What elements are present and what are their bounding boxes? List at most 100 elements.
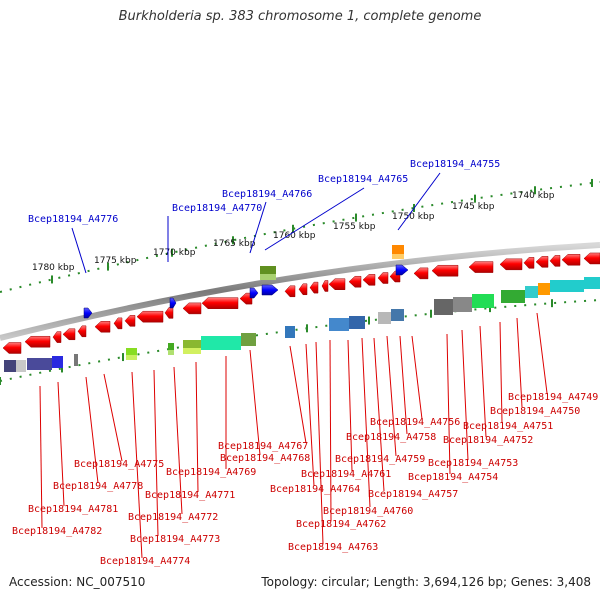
callout-line xyxy=(264,187,365,251)
forward-gene-arrow xyxy=(499,258,523,271)
reverse-genes xyxy=(83,264,409,319)
top-callout-lines xyxy=(71,172,441,274)
category-box xyxy=(538,283,550,295)
bottom-gene-label: Bcep18194_A4753 xyxy=(428,458,518,469)
bottom-gene-label: Bcep18194_A4751 xyxy=(463,421,553,432)
top-gene-labels: Bcep18194_A4776 Bcep18194_A4770 Bcep18194_… xyxy=(28,159,500,225)
forward-gene-arrow xyxy=(309,281,319,294)
bottom-gene-label: Bcep18194_A4781 xyxy=(28,504,118,515)
callout-line xyxy=(446,333,451,475)
category-box xyxy=(74,354,78,366)
reverse-gene-arrow xyxy=(83,307,93,319)
callout-line xyxy=(249,349,261,456)
callout-line xyxy=(329,339,332,522)
reverse-gene-arrow xyxy=(249,287,259,299)
category-box xyxy=(391,309,404,321)
callout-line xyxy=(397,172,441,231)
forward-gene-arrow xyxy=(94,321,111,333)
forward-gene-arrow xyxy=(362,274,376,286)
forward-gene-arrow xyxy=(77,325,87,338)
outer-scale-ticks xyxy=(51,178,593,284)
forward-gene-arrow xyxy=(561,254,581,266)
category-box xyxy=(584,277,600,289)
forward-gene-arrow xyxy=(239,292,253,305)
bottom-gene-label: Bcep18194_A4767 xyxy=(218,441,308,452)
callout-line xyxy=(479,325,487,438)
bottom-gene-label: Bcep18194_A4760 xyxy=(323,506,413,517)
forward-gene-arrow xyxy=(328,278,346,290)
category-box xyxy=(260,274,276,280)
scale-labels: 1780 kbp 1775 kbp 1770 kbp 1765 kbp 1760 kbp… xyxy=(32,191,555,273)
bottom-gene-label: Bcep18194_A4750 xyxy=(490,406,580,417)
callout-line xyxy=(361,337,371,508)
inner-scale-ticks xyxy=(0,299,553,385)
category-box xyxy=(525,286,538,298)
category-box xyxy=(392,245,404,254)
category-box xyxy=(434,299,453,315)
top-gene-label: Bcep18194_A4755 xyxy=(410,159,500,170)
bottom-gene-label: Bcep18194_A4764 xyxy=(270,484,360,495)
cog-category-boxes xyxy=(4,245,600,372)
scale-label: 1740 kbp xyxy=(512,191,555,201)
forward-gene-arrow xyxy=(413,267,429,280)
callout-line xyxy=(71,227,87,274)
category-box xyxy=(168,343,174,350)
scale-label: 1770 kbp xyxy=(153,248,196,258)
top-gene-label: Bcep18194_A4776 xyxy=(28,214,118,225)
callout-line xyxy=(347,339,353,472)
callout-line xyxy=(85,376,99,484)
bottom-gene-label: Bcep18194_A4754 xyxy=(408,472,498,483)
reverse-gene-arrow xyxy=(261,284,279,296)
callout-line xyxy=(39,385,43,529)
callout-line xyxy=(516,317,523,408)
callout-line xyxy=(399,335,408,435)
callout-line xyxy=(499,321,503,423)
bottom-gene-label: Bcep18194_A4752 xyxy=(443,435,533,446)
callout-line xyxy=(386,335,397,457)
bottom-gene-label: Bcep18194_A4775 xyxy=(74,459,164,470)
bottom-gene-label: Bcep18194_A4771 xyxy=(145,490,235,501)
category-box xyxy=(453,297,472,312)
category-box xyxy=(472,294,494,308)
forward-gene-arrow xyxy=(535,256,549,268)
bottom-gene-label: Bcep18194_A4758 xyxy=(346,432,436,443)
category-box xyxy=(260,266,276,274)
category-box xyxy=(16,360,26,372)
forward-gene-arrow xyxy=(348,275,362,288)
category-box xyxy=(550,280,584,292)
forward-gene-arrow xyxy=(377,272,389,284)
bottom-gene-label: Bcep18194_A4769 xyxy=(166,467,256,478)
bottom-gene-label: Bcep18194_A4774 xyxy=(100,556,190,567)
reverse-gene-arrow xyxy=(169,297,177,309)
category-box xyxy=(183,340,201,348)
forward-gene-arrow xyxy=(321,280,329,292)
category-box xyxy=(501,290,525,303)
callout-line xyxy=(249,201,267,254)
bottom-gene-label: Bcep18194_A4772 xyxy=(128,512,218,523)
scale-label: 1765 kbp xyxy=(213,239,256,249)
forward-gene-arrow xyxy=(468,261,494,273)
top-gene-label: Bcep18194_A4770 xyxy=(172,203,262,214)
forward-gene-arrow xyxy=(2,342,22,354)
accession-text: Accession: NC_007510 xyxy=(9,575,146,589)
scale-label: 1760 kbp xyxy=(273,231,316,241)
category-box xyxy=(168,350,174,355)
callout-line xyxy=(103,373,123,462)
callout-line xyxy=(373,337,385,492)
scale-label: 1775 kbp xyxy=(94,256,137,266)
category-box xyxy=(126,355,137,360)
forward-gene-arrow xyxy=(62,328,76,341)
scale-label: 1745 kbp xyxy=(452,202,495,212)
category-box xyxy=(126,348,137,355)
forward-gene-arrow xyxy=(284,285,296,298)
forward-gene-arrow xyxy=(549,255,561,267)
bottom-gene-label: Bcep18194_A4768 xyxy=(220,453,310,464)
category-box xyxy=(349,316,365,329)
callout-line xyxy=(461,329,469,461)
forward-gene-arrow xyxy=(298,283,308,296)
category-box xyxy=(201,336,241,350)
bottom-gene-label: Bcep18194_A4757 xyxy=(368,489,458,500)
callout-line xyxy=(173,366,183,515)
reverse-gene-arrow xyxy=(395,264,409,276)
forward-gene-arrow xyxy=(182,302,202,315)
